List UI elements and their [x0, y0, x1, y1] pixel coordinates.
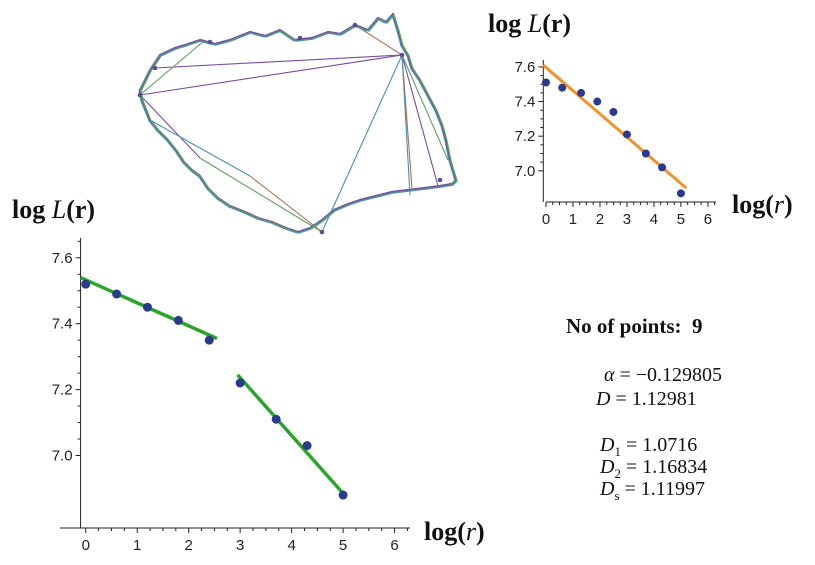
inset-plot: log L(r) log(r) 0 1 2 3 4 5 6 7.0 7.2 7.4 7.6: [488, 9, 793, 228]
data-point: [302, 441, 312, 451]
data-point: [558, 83, 567, 92]
alpha-result: α = −0.129805: [604, 364, 722, 386]
d-result: D = 1.12981: [596, 388, 697, 410]
d1-symbol: D: [600, 434, 615, 456]
points-count: No of points: 9: [566, 314, 703, 339]
d-symbol: D: [596, 388, 611, 410]
x-tick-label: 4: [650, 211, 658, 228]
y-tick-label: 7.2: [514, 128, 535, 145]
x-tick-label: 6: [704, 211, 712, 228]
y-tick-label: 7.4: [514, 94, 535, 111]
polygon-vertex: [399, 52, 405, 58]
points-count-value: 9: [692, 314, 703, 338]
ds-value: = 1.11997: [624, 478, 706, 500]
data-point: [204, 335, 214, 345]
polygon-vertex: [297, 35, 303, 41]
x-tick-label: 2: [596, 211, 604, 228]
data-point: [622, 130, 631, 139]
d1-result: D1 = 1.0716: [600, 434, 697, 463]
data-point: [235, 378, 245, 388]
polygon-chord: [321, 54, 403, 233]
ds-result: Ds = 1.11997: [600, 478, 705, 507]
x-tick-label: 2: [185, 537, 193, 554]
polygon-chord: [354, 24, 403, 56]
data-point: [641, 149, 650, 158]
y-tick-label: 7.0: [514, 163, 535, 180]
d2-value: = 1.16834: [625, 456, 708, 478]
points-count-label: No of points:: [566, 314, 682, 338]
polygon-outline: [138, 14, 456, 234]
polygon-vertex: [152, 65, 158, 71]
d2-subscript: 2: [614, 466, 621, 481]
main-xlabel: log(r): [424, 517, 485, 546]
polygon-outline: [140, 14, 458, 234]
data-point: [542, 78, 550, 87]
d1-value: = 1.0716: [625, 434, 698, 456]
data-point: [173, 315, 183, 325]
polygon-chord: [149, 119, 251, 177]
polygon-vertex: [207, 39, 213, 45]
x-tick-label: 3: [236, 537, 244, 554]
y-tick-label: 7.6: [514, 59, 535, 76]
x-tick-label: 3: [623, 211, 631, 228]
x-tick-label: 1: [133, 537, 141, 554]
y-tick-label: 7.2: [52, 382, 73, 399]
polygon-chord: [154, 54, 403, 69]
data-point: [593, 97, 602, 106]
alpha-value: = −0.129805: [619, 364, 723, 386]
ds-subscript: s: [614, 488, 620, 503]
data-point: [338, 490, 348, 500]
x-tick-label: 5: [677, 211, 685, 228]
d-value: = 1.12981: [615, 388, 697, 410]
alpha-symbol: α: [604, 364, 615, 386]
y-tick-label: 7.0: [52, 448, 73, 465]
d1-subscript: 1: [614, 444, 621, 459]
data-point: [658, 163, 667, 172]
polygon-chord: [401, 54, 439, 187]
polygon-chord: [401, 54, 411, 196]
data-point: [112, 289, 122, 299]
polygon-vertex: [437, 177, 443, 183]
d2-result: D2 = 1.16834: [600, 456, 707, 485]
data-point: [609, 107, 618, 116]
polygon-chord: [401, 54, 449, 161]
polygon-vertex: [137, 92, 143, 98]
main-plot: log L(r) log(r) 0 1 2 3 4 5 6 7.0 7.2 7.4 7.6: [12, 195, 485, 554]
data-point: [577, 88, 586, 97]
inset-ylabel: log L(r): [488, 9, 571, 38]
polygon-chord: [139, 54, 403, 96]
polygon-chord: [139, 39, 206, 96]
polygon-vertex: [352, 22, 358, 28]
x-tick-label: 5: [339, 537, 347, 554]
x-tick-label: 4: [287, 537, 295, 554]
ds-symbol: D: [600, 478, 615, 500]
data-point: [143, 302, 152, 312]
main-ylabel: log L(r): [12, 195, 95, 224]
data-point: [271, 414, 281, 424]
x-tick-label: 0: [542, 211, 550, 228]
x-tick-label: 1: [569, 211, 577, 228]
polygon-vertex: [319, 229, 325, 235]
polygon-chord: [249, 175, 323, 233]
d2-symbol: D: [600, 456, 615, 478]
data-point: [676, 189, 685, 198]
x-tick-label: 6: [390, 537, 398, 554]
polygon-outline: [138, 12, 458, 234]
polygon-approximation: [137, 12, 458, 235]
polygon-chord: [199, 157, 323, 233]
data-point: [81, 279, 91, 289]
inset-xlabel: log(r): [732, 190, 793, 219]
y-tick-label: 7.6: [52, 250, 73, 267]
y-tick-label: 7.4: [52, 316, 73, 333]
x-tick-label: 0: [82, 537, 90, 554]
polygon-chord: [139, 94, 201, 159]
fit-line: [236, 373, 345, 495]
